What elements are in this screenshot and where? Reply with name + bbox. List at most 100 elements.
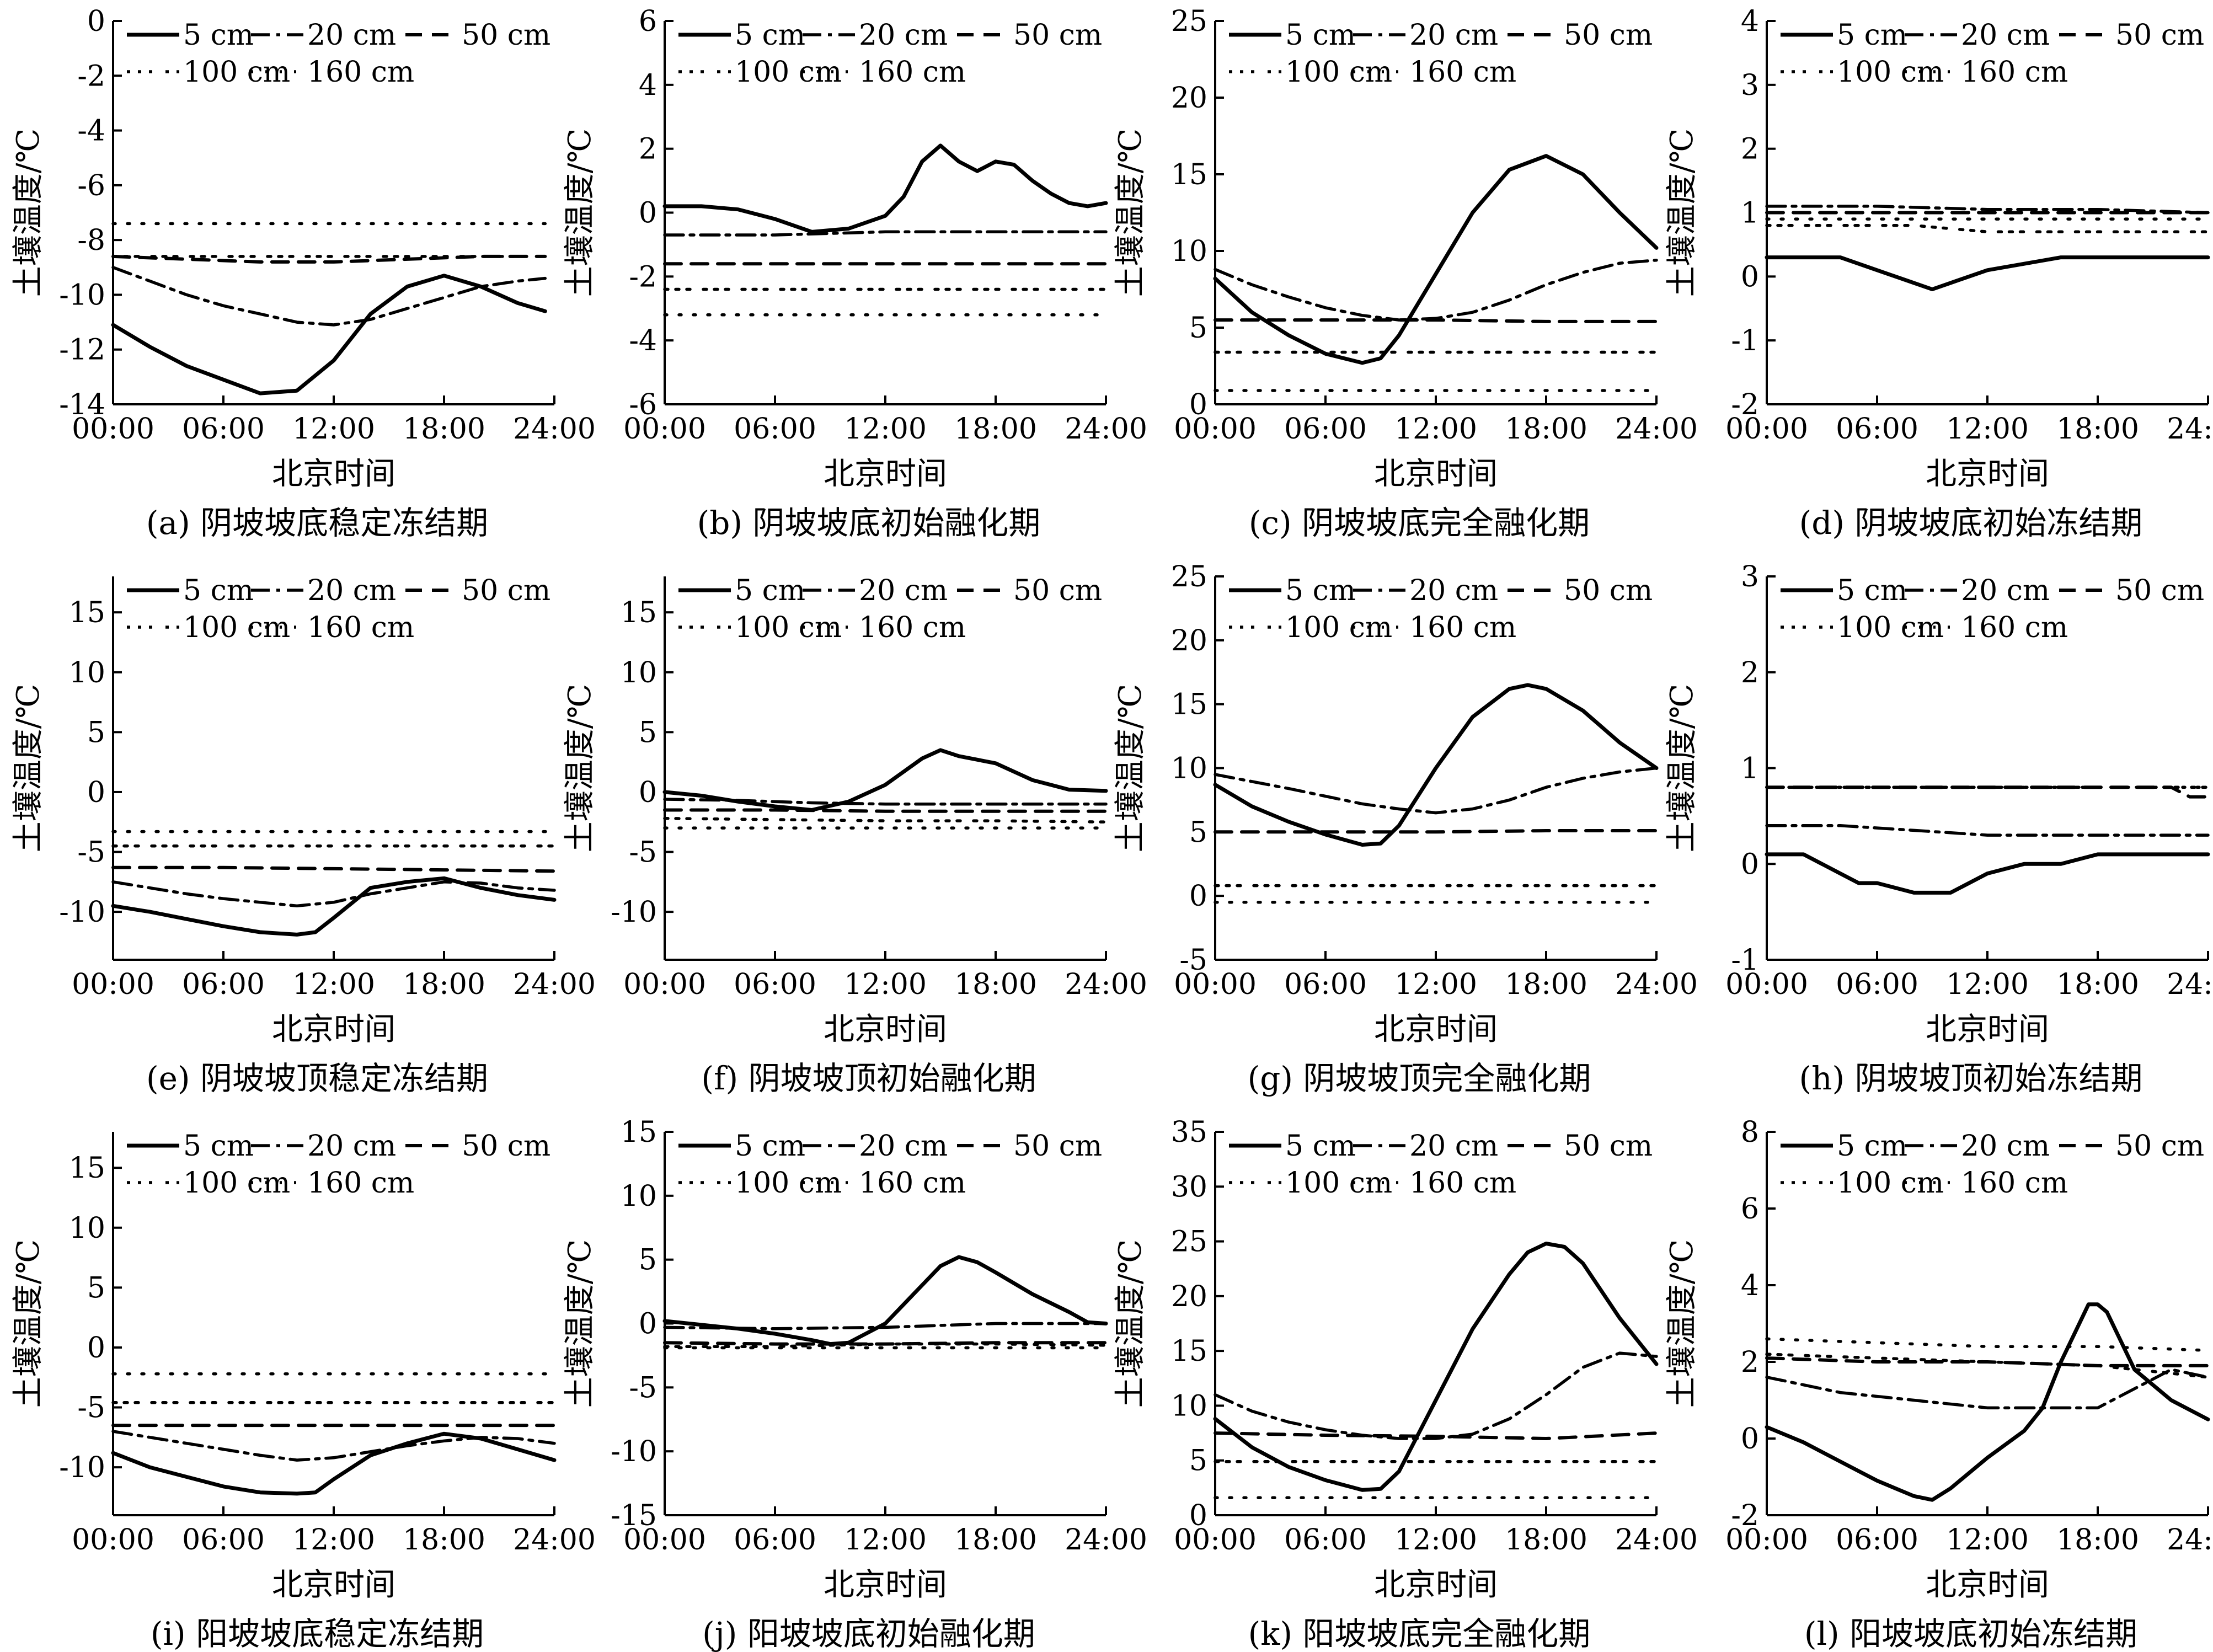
x-tick-label: 24:00 bbox=[1065, 968, 1147, 1001]
y-tick-label: 4 bbox=[1741, 5, 1759, 38]
y-tick-label: 30 bbox=[1171, 1170, 1207, 1204]
x-tick-label: 12:00 bbox=[844, 968, 927, 1001]
x-tick-label: 24:00 bbox=[513, 1523, 596, 1557]
x-tick-label: 06:00 bbox=[734, 968, 816, 1001]
x-tick-label: 06:00 bbox=[734, 413, 816, 446]
legend-label: 20 cm bbox=[859, 1130, 948, 1163]
series-line bbox=[1213, 683, 1659, 847]
y-tick-label: 5 bbox=[1189, 1445, 1207, 1478]
y-tick-label: 2 bbox=[1741, 656, 1759, 689]
x-axis-title: 北京时间 bbox=[272, 456, 395, 492]
y-tick-label: 15 bbox=[1171, 158, 1207, 191]
legend-label: 160 cm bbox=[859, 56, 966, 89]
y-axis-title: 土壤温度/℃ bbox=[10, 129, 46, 297]
x-axis-title: 北京时间 bbox=[272, 1012, 395, 1047]
legend-label: 5 cm bbox=[1837, 1130, 1907, 1163]
x-tick-label: 24:00 bbox=[2167, 1523, 2213, 1557]
x-tick-label: 06:00 bbox=[1836, 968, 1918, 1001]
chart-panel: -15 -10 -5 0 5 10 15 00:00 06:00 12:00 18:00 24:00 北… bbox=[562, 1116, 1147, 1652]
y-axis-title: 土壤温度/℃ bbox=[1113, 129, 1148, 297]
y-tick-label: 10 bbox=[621, 656, 657, 689]
y-tick-label: 6 bbox=[639, 5, 657, 38]
legend-label: 20 cm bbox=[1961, 19, 2050, 52]
x-tick-label: 06:00 bbox=[1836, 413, 1918, 446]
x-tick-label: 12:00 bbox=[844, 413, 927, 446]
chart-panel: -5 0 5 10 15 20 25 00:00 06:00 12:00 18:00 24:00 北京时… bbox=[1113, 560, 1698, 1097]
legend-label: 50 cm bbox=[462, 19, 550, 52]
legend-label: 20 cm bbox=[307, 1130, 396, 1163]
legend-label: 20 cm bbox=[1961, 1130, 2050, 1163]
x-tick-label: 18:00 bbox=[954, 1523, 1037, 1557]
panel-caption: (g) 阴坡坡顶完全融化期 bbox=[1248, 1060, 1591, 1097]
legend-label: 160 cm bbox=[1961, 1167, 2068, 1200]
series-line bbox=[1765, 223, 2210, 234]
x-tick-label: 00:00 bbox=[72, 968, 154, 1001]
y-tick-label: 1 bbox=[1741, 752, 1759, 785]
series-line bbox=[1214, 766, 1658, 815]
series-line bbox=[1214, 829, 1658, 834]
series-line bbox=[1765, 255, 2210, 291]
y-tick-label: 2 bbox=[1741, 133, 1759, 166]
x-tick-label: 18:00 bbox=[2056, 1523, 2139, 1557]
x-tick-label: 24:00 bbox=[2167, 968, 2213, 1001]
series-line bbox=[1765, 1352, 2210, 1379]
x-tick-label: 24:00 bbox=[1065, 413, 1147, 446]
series-line bbox=[111, 876, 557, 937]
y-tick-label: -2 bbox=[1731, 388, 1759, 421]
legend-label: 5 cm bbox=[183, 19, 254, 52]
y-axis-title: 土壤温度/℃ bbox=[1664, 129, 1700, 297]
y-tick-label: 15 bbox=[69, 596, 105, 629]
legend-label: 5 cm bbox=[735, 1130, 805, 1163]
y-tick-label: -10 bbox=[59, 1451, 105, 1484]
panel-caption: (b) 阴坡坡底初始融化期 bbox=[697, 504, 1041, 542]
series-line bbox=[663, 1341, 1108, 1346]
legend-label: 100 cm bbox=[1837, 611, 1944, 644]
legend-label: 20 cm bbox=[307, 574, 396, 607]
series-line bbox=[662, 748, 1108, 812]
chart-panel: 0 5 10 15 20 25 30 35 00:00 06:00 12:00 18:00 24:00 北… bbox=[1113, 1116, 1698, 1652]
y-tick-label: -6 bbox=[629, 388, 657, 421]
series-line bbox=[1213, 154, 1659, 365]
series-line bbox=[663, 1322, 1108, 1330]
chart-panel: -6 -4 -2 0 2 4 6 00:00 06:00 12:00 18:00 24:00 北京时间 土… bbox=[562, 5, 1147, 542]
y-tick-label: -6 bbox=[77, 169, 105, 202]
x-tick-label: 06:00 bbox=[182, 968, 265, 1001]
x-tick-label: 12:00 bbox=[292, 968, 375, 1001]
series-line bbox=[111, 254, 547, 264]
y-tick-label: -5 bbox=[629, 836, 657, 869]
panel-caption: (i) 阳坡坡底稳定冻结期 bbox=[151, 1615, 484, 1652]
legend-label: 50 cm bbox=[1564, 1130, 1653, 1163]
legend-label: 100 cm bbox=[1837, 56, 1944, 89]
series-line bbox=[662, 143, 1108, 234]
x-tick-label: 18:00 bbox=[403, 968, 485, 1001]
x-tick-label: 24:00 bbox=[1615, 413, 1698, 446]
legend-label: 5 cm bbox=[183, 574, 254, 607]
y-tick-label: -4 bbox=[629, 324, 657, 357]
legend-label: 20 cm bbox=[1409, 574, 1498, 607]
y-tick-label: 0 bbox=[1741, 260, 1759, 293]
y-tick-label: 0 bbox=[639, 1308, 657, 1341]
x-tick-label: 12:00 bbox=[292, 413, 375, 446]
y-tick-label: 25 bbox=[1171, 560, 1207, 594]
chart-panel: -14 -12 -10 -8 -6 -4 -2 0 00:00 06:00 12:00 18:00 24… bbox=[10, 5, 596, 542]
series-line bbox=[111, 274, 547, 395]
y-tick-label: 0 bbox=[87, 776, 105, 809]
x-tick-label: 00:00 bbox=[1725, 968, 1808, 1001]
legend-label: 5 cm bbox=[1285, 19, 1356, 52]
legend-label: 50 cm bbox=[462, 574, 550, 607]
x-axis-title: 北京时间 bbox=[824, 456, 947, 492]
legend-label: 160 cm bbox=[1409, 56, 1516, 89]
legend-label: 160 cm bbox=[307, 56, 414, 89]
panel-caption: (j) 阳坡坡底初始融化期 bbox=[702, 1615, 1035, 1652]
y-tick-label: -2 bbox=[77, 60, 105, 93]
y-tick-label: 0 bbox=[87, 5, 105, 38]
y-axis-title: 土壤温度/℃ bbox=[562, 1239, 598, 1408]
x-tick-label: 06:00 bbox=[734, 1523, 816, 1557]
series-line bbox=[662, 1255, 1108, 1346]
legend-label: 100 cm bbox=[183, 56, 290, 89]
series-line bbox=[1765, 1302, 2210, 1502]
legend-label: 160 cm bbox=[859, 1167, 966, 1200]
panel-caption: (c) 阴坡坡底完全融化期 bbox=[1249, 504, 1590, 542]
x-tick-label: 06:00 bbox=[1284, 1523, 1367, 1557]
